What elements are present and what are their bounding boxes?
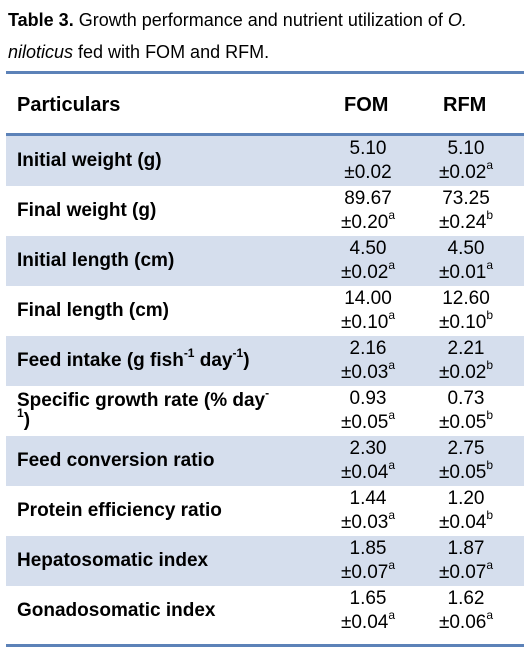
fom-value: 5.10 ±0.02	[344, 138, 392, 183]
table-row: Final length (cm) 14.00 ±0.10a 12.60 ±0.10…	[6, 286, 524, 336]
fom-value: 1.85 ±0.07a	[340, 538, 396, 583]
table-row: Gonadosomatic index 1.65 ±0.04a 1.62 ±0.06…	[6, 586, 524, 636]
species-genus: O.	[447, 10, 467, 30]
table-number: Table 3.	[8, 10, 74, 30]
row-label: Feed intake (g fish-1 day-1)	[17, 345, 250, 371]
table-header-rule	[6, 133, 524, 136]
rfm-value: 0.73 ±0.05b	[438, 388, 494, 433]
table-row: Feed conversion ratio 2.30 ±0.04a 2.75 ±0.…	[6, 436, 524, 486]
fom-value: 0.93 ±0.05a	[340, 388, 396, 433]
fom-value: 1.44 ±0.03a	[340, 488, 396, 533]
row-label: Final length (cm)	[17, 300, 169, 321]
rfm-value: 73.25 ±0.24b	[438, 188, 494, 233]
table-row: Specific growth rate (% day- 1) 0.93 ±0.05…	[6, 386, 524, 436]
table-bottom-rule	[6, 644, 524, 647]
row-label: Feed conversion ratio	[17, 450, 215, 471]
header-rfm: RFM	[443, 94, 487, 116]
rfm-value: 1.20 ±0.04b	[438, 488, 494, 533]
rfm-value: 5.10 ±0.02a	[438, 138, 494, 183]
row-label: Gonadosomatic index	[17, 600, 216, 621]
rfm-value: 12.60 ±0.10b	[438, 288, 494, 333]
header-fom: FOM	[344, 94, 389, 116]
fom-value: 89.67 ±0.20a	[340, 188, 396, 233]
row-label: Protein efficiency ratio	[17, 500, 222, 521]
table-row: Protein efficiency ratio 1.44 ±0.03a 1.20…	[6, 486, 524, 536]
rfm-value: 1.87 ±0.07a	[438, 538, 494, 583]
table-row: Initial weight (g) 5.10 ±0.02 5.10 ±0.02a	[6, 136, 524, 186]
table-caption: Table 3. Growth performance and nutrient…	[8, 4, 524, 68]
rfm-value: 4.50 ±0.01a	[438, 238, 494, 283]
table-row: Initial length (cm) 4.50 ±0.02a 4.50 ±0.01…	[6, 236, 524, 286]
table-top-rule	[6, 71, 524, 74]
row-label: Final weight (g)	[17, 200, 157, 221]
table-header: Particulars FOM RFM	[6, 78, 524, 132]
rfm-value: 2.21 ±0.02b	[438, 338, 494, 383]
rfm-value: 1.62 ±0.06a	[438, 588, 494, 633]
header-particulars: Particulars	[17, 94, 121, 116]
row-label: Initial weight (g)	[17, 150, 162, 171]
table-row: Final weight (g) 89.67 ±0.20a 73.25 ±0.24b	[6, 186, 524, 236]
caption-text: Growth performance and nutrient utilizat…	[73, 10, 448, 30]
table-row: Feed intake (g fish-1 day-1) 2.16 ±0.03a …	[6, 336, 524, 386]
row-label: Initial length (cm)	[17, 250, 175, 271]
rfm-value: 2.75 ±0.05b	[438, 438, 494, 483]
row-label: Specific growth rate (% day- 1)	[17, 385, 270, 431]
fom-value: 2.16 ±0.03a	[340, 338, 396, 383]
fom-value: 4.50 ±0.02a	[340, 238, 396, 283]
row-label: Hepatosomatic index	[17, 550, 209, 571]
fom-value: 14.00 ±0.10a	[340, 288, 396, 333]
table-row: Hepatosomatic index 1.85 ±0.07a 1.87 ±0.07…	[6, 536, 524, 586]
species-name: niloticus	[8, 42, 74, 62]
fom-value: 1.65 ±0.04a	[340, 588, 396, 633]
fom-value: 2.30 ±0.04a	[340, 438, 396, 483]
caption-text-end: fed with FOM and RFM.	[73, 42, 270, 62]
